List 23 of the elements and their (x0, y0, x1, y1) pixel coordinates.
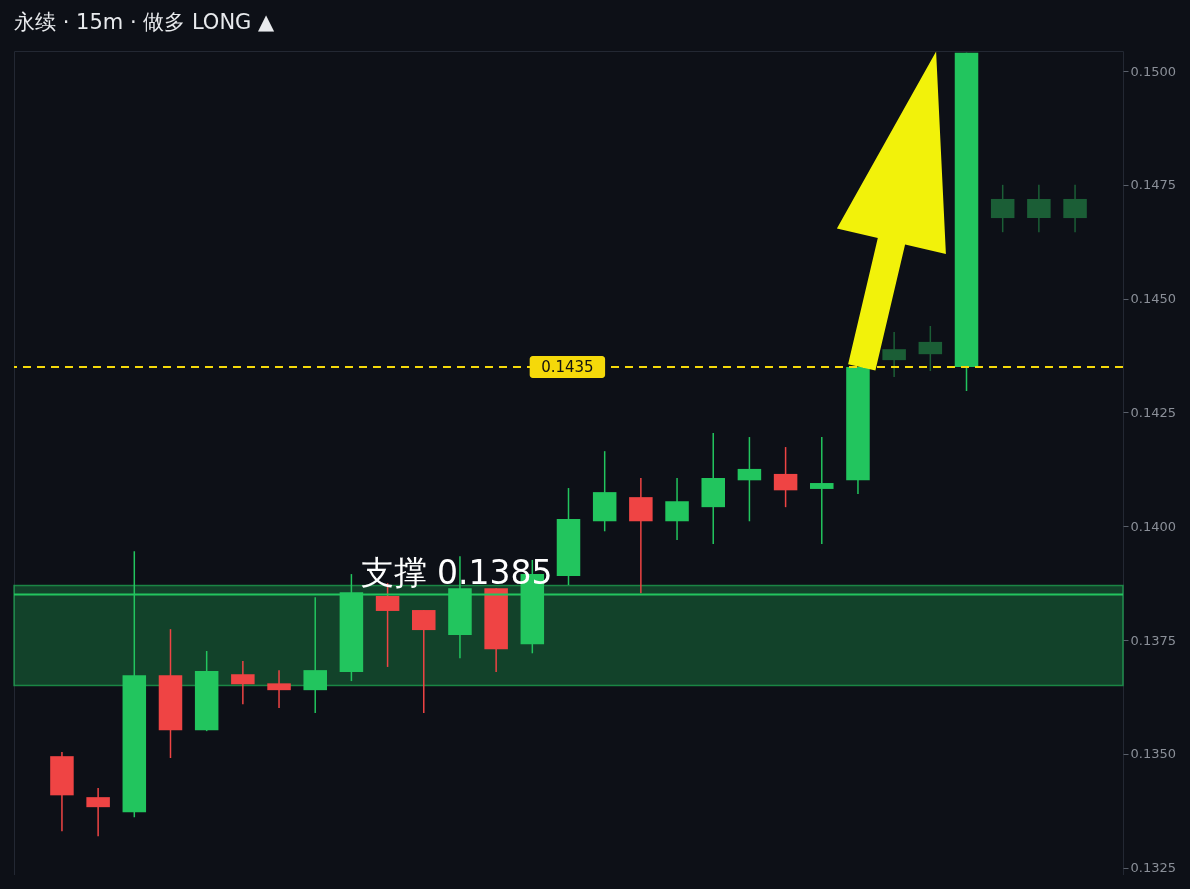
ref-line-label: 0.1435 (541, 357, 594, 376)
candlestick (882, 331, 906, 378)
y-tick-label: 0.1375 (1130, 632, 1176, 648)
y-tick-label: 0.1425 (1130, 404, 1176, 420)
candlestick (918, 325, 943, 372)
y-tick-label: 0.1400 (1130, 518, 1176, 534)
y-tick-label: 0.1500 (1130, 63, 1176, 79)
y-tick-label: 0.1475 (1130, 177, 1176, 193)
candlestick (267, 669, 291, 709)
candlestick (810, 436, 834, 545)
candlestick (412, 609, 436, 714)
chart-title: 永续 · 15m · 做多 LONG ▲ (14, 10, 276, 34)
y-tick-label: 0.1350 (1130, 746, 1176, 762)
candlestick (1027, 184, 1051, 233)
y-tick-label: 0.1325 (1130, 860, 1176, 876)
candlestick (737, 436, 762, 523)
y-tick-label: 0.1450 (1130, 291, 1176, 307)
candlestick (773, 446, 798, 508)
candlestick (86, 787, 110, 838)
candlestick (665, 477, 689, 541)
candlestick (1063, 184, 1087, 233)
candlestick (990, 184, 1015, 233)
candlestick (231, 660, 255, 706)
